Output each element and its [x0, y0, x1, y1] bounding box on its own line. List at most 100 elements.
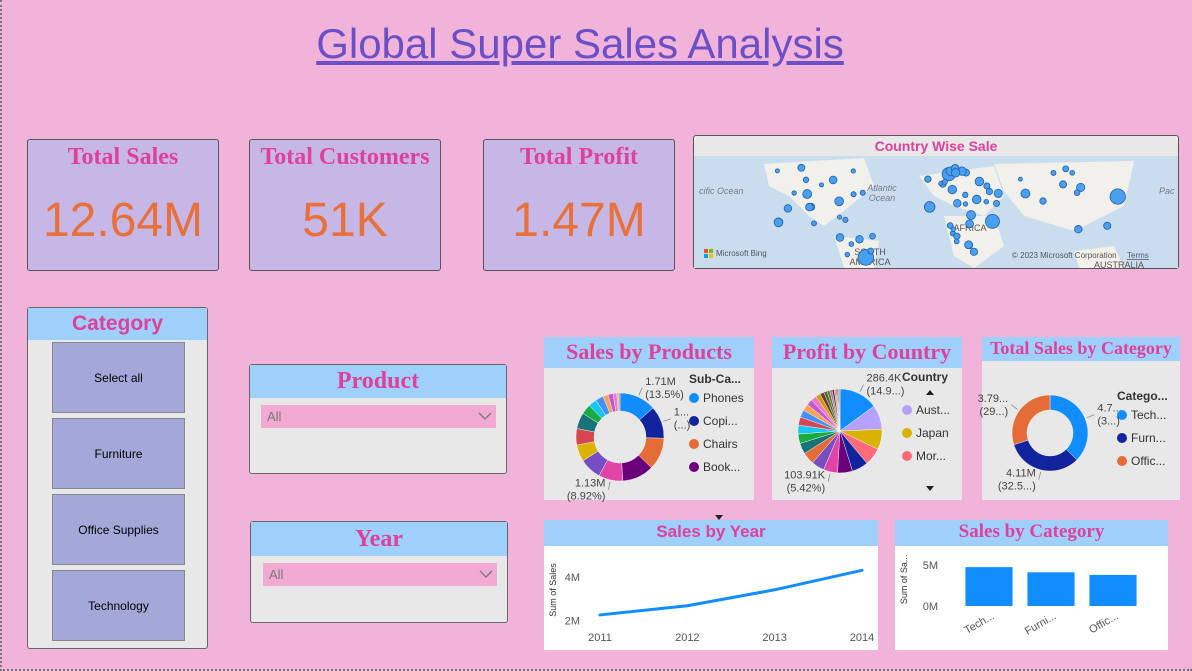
slicer-item[interactable]: Select all: [52, 342, 185, 413]
map-bubble: [1039, 197, 1047, 205]
map-bubble: [1050, 169, 1057, 176]
y-tick-label: 4M: [565, 572, 580, 584]
land: [994, 161, 1134, 231]
slice: [1011, 394, 1051, 445]
slice: [1013, 439, 1078, 472]
map-bubble: [950, 168, 961, 178]
map-bubble: [844, 251, 851, 258]
map-bubble: [797, 163, 806, 172]
legend-swatch: [1117, 410, 1127, 420]
map-bubble: [850, 168, 856, 174]
slice: [618, 392, 621, 412]
map-bubble: [848, 241, 855, 247]
map-bubble: [834, 196, 844, 207]
leader-line: [859, 384, 864, 392]
kpi-card: Total Profit 1.47M: [483, 139, 675, 271]
data-label: (14.9...): [867, 386, 905, 398]
kpi-card: Total Customers 51K: [249, 139, 441, 271]
data-label: 103.91K: [784, 470, 826, 482]
data-label: 1...: [674, 407, 689, 419]
chart: 4.7...(3...) 4.11M(32.5...) 3.79...(29...)…: [978, 389, 1168, 493]
map-terms[interactable]: Terms: [1127, 251, 1149, 260]
map-bubble: [962, 201, 969, 207]
legend-label: Copi...: [703, 414, 738, 428]
legend-title: Sub-Ca...: [689, 372, 741, 386]
map-label: Atlantic: [866, 183, 897, 193]
legend-scroll[interactable]: [715, 515, 723, 520]
category-slicer: Category Select all Furniture Office Sup…: [27, 307, 208, 649]
legend-label: Tech...: [1131, 408, 1166, 422]
bar: [1089, 574, 1137, 606]
slicer-item[interactable]: Office Supplies: [52, 494, 185, 565]
map-bubble: [983, 198, 990, 205]
map-bubble: [924, 175, 932, 183]
legend-label: Furn...: [1131, 431, 1166, 445]
slicer-item[interactable]: Technology: [52, 570, 185, 641]
line: [598, 568, 864, 617]
map-label: AUSTRALIA: [1094, 260, 1144, 270]
legend-label: Phones: [703, 391, 744, 405]
legend-label: Book...: [703, 460, 740, 474]
slicer-item[interactable]: Furniture: [52, 418, 185, 489]
map-bubble: [964, 240, 973, 250]
legend-swatch: [902, 428, 912, 438]
chevron: [478, 412, 492, 420]
page-title: Global Super Sales Analysis: [316, 20, 844, 67]
data-label: (3...): [1097, 416, 1120, 428]
map-bubble: [850, 191, 857, 198]
x-tick-label: 2014: [850, 632, 874, 644]
map-bubble: [1103, 221, 1112, 230]
dropdown-arrow[interactable]: [479, 569, 493, 579]
slicer-title: Year: [251, 522, 507, 556]
map-bubble: [950, 226, 956, 232]
legend-swatch: [902, 405, 912, 415]
map-bubble: [855, 235, 864, 244]
legend-scroll[interactable]: [926, 486, 934, 491]
legend-scroll[interactable]: [926, 390, 934, 395]
map-bubble: [1073, 189, 1081, 196]
data-label: 1.13M: [575, 478, 606, 490]
data-label: 1.71M: [645, 376, 676, 388]
x-tick-label: Offic...: [1087, 610, 1120, 636]
leader-line: [827, 473, 831, 482]
leader-line: [1038, 471, 1042, 480]
map-bubble: [805, 202, 814, 212]
map-bubble: [974, 176, 985, 187]
land: [1074, 246, 1124, 268]
legend-swatch: [689, 462, 699, 472]
map-bubble: [783, 204, 793, 213]
dropdown[interactable]: All: [261, 405, 496, 428]
map-attribution: © 2023 Microsoft Corporation: [1012, 251, 1117, 260]
bing-logo: [704, 254, 708, 258]
map-panel: Country Wise Sale cific Ocean Atlantic O…: [693, 135, 1179, 270]
card-value: 12.64M: [42, 194, 204, 247]
legend-swatch: [902, 451, 912, 461]
dropdown[interactable]: All: [263, 563, 497, 586]
map-bubble: [966, 210, 976, 220]
kpi-card: Total Sales 12.64M: [27, 139, 219, 271]
map-bubble: [993, 199, 1000, 207]
leader-line: [663, 418, 671, 422]
map-attribution: Microsoft Bing: [716, 249, 767, 258]
map-bubble: [837, 214, 843, 220]
bing-logo: [709, 249, 713, 253]
slicer-title: Category: [28, 308, 207, 340]
data-label: (5.42%): [787, 483, 826, 495]
chevron: [479, 570, 493, 578]
card-title: Total Customers: [260, 144, 430, 170]
legend-swatch: [1117, 433, 1127, 443]
product-slicer: Product All: [249, 364, 507, 474]
dropdown-arrow[interactable]: [478, 411, 492, 421]
map-bubble: [953, 232, 961, 240]
leader-line: [608, 481, 611, 490]
legend-swatch: [689, 416, 699, 426]
chart-title: Sales by Category: [895, 520, 1168, 546]
slicer-title: Product: [250, 365, 506, 398]
legend-swatch: [689, 393, 699, 403]
land: [944, 216, 1004, 268]
map-label: Ocean: [869, 193, 896, 203]
map-bubble: [985, 187, 993, 196]
map-bubble: [867, 247, 875, 255]
